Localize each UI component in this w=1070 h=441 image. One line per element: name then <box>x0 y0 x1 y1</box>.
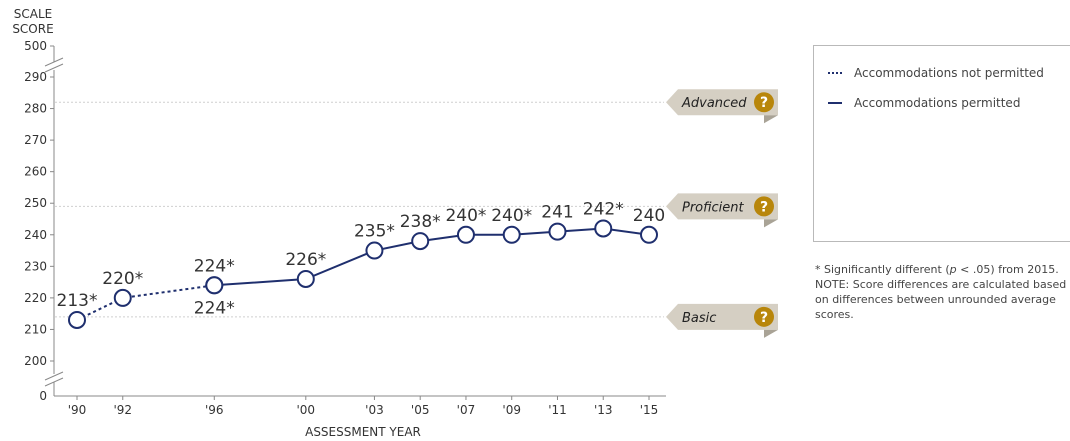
y-tick-label: 240 <box>24 228 47 242</box>
x-tick-label: '15 <box>640 403 659 417</box>
data-point <box>456 225 475 244</box>
x-tick-label: '90 <box>68 403 87 417</box>
question-mark-glyph: ? <box>760 310 768 326</box>
significance-note: * Significantly different (p < .05) from… <box>815 263 1059 276</box>
x-tick-label: '92 <box>113 403 132 417</box>
data-label: 220* <box>102 269 143 289</box>
data-label: 213* <box>57 291 98 311</box>
data-label: 240* <box>445 206 486 226</box>
data-point <box>411 232 430 251</box>
x-tick-label: '11 <box>548 403 567 417</box>
data-point <box>594 219 613 238</box>
badge-fold <box>764 329 778 338</box>
chart-notes: * Significantly different (p < .05) from… <box>815 262 1067 322</box>
x-tick-label: '03 <box>365 403 384 417</box>
legend: Accommodations not permitted Accommodati… <box>813 45 1070 242</box>
x-tick-label: '00 <box>297 403 316 417</box>
legend-item-permitted: Accommodations permitted <box>828 96 1020 110</box>
x-tick-label: '07 <box>457 403 476 417</box>
badge-fold <box>764 115 778 124</box>
y-tick-label: 220 <box>24 291 47 305</box>
legend-label-not-permitted: Accommodations not permitted <box>854 66 1044 80</box>
line-chart: SCALE SCORE ASSESSMENT YEAR 500 200 210 220… <box>12 7 778 439</box>
legend-label-permitted: Accommodations permitted <box>854 96 1021 110</box>
achievement-level-label: Basic <box>682 311 716 326</box>
data-label: 235* <box>354 222 395 242</box>
y-tick-label: 200 <box>24 354 47 368</box>
legend-item-not-permitted: Accommodations not permitted <box>828 66 1044 80</box>
data-point <box>68 310 86 329</box>
achievement-level-badge <box>666 193 778 220</box>
data-point <box>365 241 384 260</box>
axis-break-bottom-b <box>44 377 64 387</box>
question-mark-icon <box>754 306 774 327</box>
question-mark-icon <box>754 196 774 217</box>
score-difference-note: NOTE: Score differences are calculated b… <box>815 278 1067 321</box>
y-axis-title-line2: SCORE <box>12 22 53 36</box>
data-label: 238* <box>400 212 441 232</box>
data-label: 224* <box>194 256 235 276</box>
x-tick-label: '96 <box>205 403 224 417</box>
y-tick-label: 0 <box>39 389 47 403</box>
data-label: 240 <box>633 206 665 226</box>
data-label: 240* <box>491 206 532 226</box>
data-point <box>548 222 567 241</box>
question-mark-glyph: ? <box>760 95 768 111</box>
y-tick-label: 290 <box>24 70 47 84</box>
x-axis-title: ASSESSMENT YEAR <box>305 425 421 439</box>
y-tick-label: 230 <box>24 259 47 273</box>
y-axis-title-line1: SCALE <box>14 7 52 21</box>
x-tick-label: '09 <box>502 403 521 417</box>
achievement-level-badge <box>666 89 778 116</box>
data-label: 242* <box>583 199 624 219</box>
y-tick-label: 260 <box>24 165 47 179</box>
data-point <box>640 225 658 244</box>
question-mark-icon <box>754 92 774 113</box>
data-label: 241 <box>541 203 573 223</box>
data-point <box>205 276 224 295</box>
y-tick-label: 250 <box>24 196 47 210</box>
series-line-permitted <box>214 227 650 287</box>
data-point <box>296 269 315 288</box>
data-point <box>113 288 132 307</box>
achievement-level-badge <box>666 303 778 330</box>
y-tick-label: 280 <box>24 102 47 116</box>
question-mark-glyph: ? <box>760 199 768 215</box>
y-tick-label: 210 <box>24 322 47 336</box>
axis-break-bottom-a <box>44 371 64 381</box>
achievement-level-label: Proficient <box>682 200 745 215</box>
achievement-level-label: Advanced <box>681 96 747 111</box>
x-tick-label: '05 <box>411 403 430 417</box>
data-label: 226* <box>285 250 326 270</box>
axis-break-top-b <box>44 63 64 73</box>
badge-fold <box>764 219 778 228</box>
y-tick-label: 500 <box>24 39 47 53</box>
data-point <box>502 225 521 244</box>
dotted-line-swatch <box>828 72 842 74</box>
solid-line-swatch <box>828 102 842 104</box>
data-label: 224* <box>194 298 235 318</box>
axis-break-top-a <box>44 57 64 67</box>
x-tick-label: '13 <box>594 403 613 417</box>
y-tick-label: 270 <box>24 133 47 147</box>
